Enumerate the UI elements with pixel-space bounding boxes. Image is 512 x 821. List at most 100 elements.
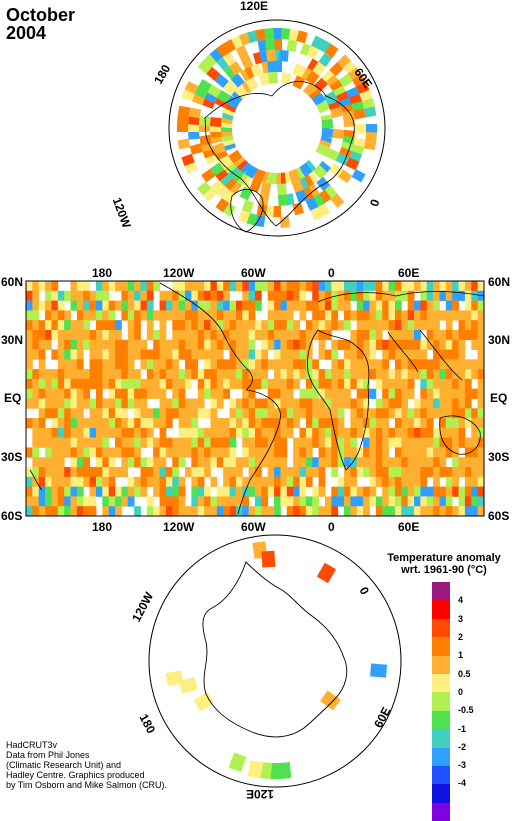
north-polar-map bbox=[168, 19, 386, 237]
anomaly-cell bbox=[153, 506, 160, 516]
anomaly-cell bbox=[38, 476, 46, 488]
anomaly-cell bbox=[356, 300, 364, 311]
anomaly-cell bbox=[26, 320, 33, 331]
anomaly-cell bbox=[197, 59, 213, 74]
anomaly-cell bbox=[426, 418, 434, 429]
anomaly-cell bbox=[159, 418, 167, 429]
anomaly-cell bbox=[57, 506, 65, 516]
anomaly-cell bbox=[267, 329, 275, 341]
anomaly-cell bbox=[178, 339, 186, 350]
anomaly-cell bbox=[401, 329, 409, 341]
anomaly-cell bbox=[363, 300, 370, 311]
anomaly-cell bbox=[185, 447, 192, 458]
anomaly-cell bbox=[185, 310, 192, 321]
anomaly-cell bbox=[394, 290, 402, 301]
anomaly-cell bbox=[102, 398, 110, 409]
anomaly-cell bbox=[401, 437, 409, 448]
anomaly-cell bbox=[223, 300, 230, 311]
anomaly-cell bbox=[331, 281, 339, 292]
anomaly-cell bbox=[159, 329, 167, 341]
anomaly-cell bbox=[305, 427, 313, 439]
anomaly-cell bbox=[127, 300, 135, 311]
anomaly-cell bbox=[439, 398, 447, 409]
anomaly-cell bbox=[140, 359, 148, 370]
anomaly-cell bbox=[45, 467, 52, 478]
anomaly-cell bbox=[293, 486, 300, 497]
anomaly-cell bbox=[38, 496, 46, 507]
anomaly-cell bbox=[388, 506, 396, 516]
anomaly-cell bbox=[356, 310, 364, 321]
anomaly-cell bbox=[178, 310, 186, 321]
anomaly-cell bbox=[235, 427, 243, 439]
anomaly-cell bbox=[45, 506, 52, 516]
anomaly-cell bbox=[312, 418, 320, 429]
anomaly-cell bbox=[189, 143, 203, 155]
anomaly-cell bbox=[439, 457, 447, 468]
anomaly-cell bbox=[242, 369, 250, 380]
anomaly-cell bbox=[286, 281, 294, 292]
anomaly-cell bbox=[108, 447, 116, 458]
anomaly-cell bbox=[439, 486, 447, 497]
anomaly-cell bbox=[214, 74, 229, 88]
anomaly-cell bbox=[248, 457, 256, 468]
anomaly-cell bbox=[344, 320, 351, 331]
anomaly-cell bbox=[172, 300, 180, 311]
anomaly-cell bbox=[299, 486, 307, 497]
anomaly-cell bbox=[286, 320, 294, 331]
anomaly-cell bbox=[255, 447, 262, 458]
anomaly-cell bbox=[51, 506, 59, 516]
anomaly-cell bbox=[286, 310, 294, 321]
anomaly-cell bbox=[426, 467, 434, 478]
anomaly-cell bbox=[83, 329, 91, 341]
anomaly-cell bbox=[95, 378, 103, 390]
anomaly-cell bbox=[477, 378, 484, 390]
anomaly-cell bbox=[89, 437, 97, 448]
anomaly-cell bbox=[127, 329, 135, 341]
anomaly-cell bbox=[223, 359, 230, 370]
anomaly-cell bbox=[229, 359, 237, 370]
antarctica-coastline bbox=[202, 561, 348, 738]
anomaly-cell bbox=[146, 281, 154, 292]
anomaly-cell bbox=[458, 467, 466, 478]
anomaly-cell bbox=[407, 447, 415, 458]
anomaly-cell bbox=[159, 476, 167, 488]
anomaly-cell bbox=[477, 476, 484, 488]
anomaly-cell bbox=[445, 398, 453, 409]
anomaly-cell bbox=[204, 457, 211, 468]
anomaly-cell bbox=[293, 408, 300, 419]
anomaly-cell bbox=[445, 281, 453, 292]
anomaly-cell bbox=[324, 457, 332, 468]
anomaly-cell bbox=[121, 290, 129, 301]
anomaly-cell bbox=[426, 329, 434, 341]
anomaly-cell bbox=[318, 39, 332, 54]
anomaly-cell bbox=[445, 378, 453, 390]
anomaly-cell bbox=[64, 496, 71, 507]
legend-swatch bbox=[432, 710, 450, 730]
anomaly-cell bbox=[452, 349, 459, 360]
anomaly-cell bbox=[255, 418, 262, 429]
anomaly-cell bbox=[342, 60, 357, 75]
anomaly-cell bbox=[382, 437, 389, 448]
anomaly-cell bbox=[356, 281, 364, 292]
lat-label-right-60n: 60N bbox=[488, 275, 511, 289]
anomaly-cell bbox=[45, 329, 52, 341]
anomaly-cell bbox=[32, 476, 40, 488]
legend-tick: 2 bbox=[458, 632, 464, 642]
anomaly-cell bbox=[134, 437, 141, 448]
anomaly-cell bbox=[197, 369, 205, 380]
anomaly-cell bbox=[350, 398, 358, 409]
anomaly-cell bbox=[121, 339, 129, 350]
anomaly-cell bbox=[382, 359, 389, 370]
anomaly-cell bbox=[115, 281, 122, 292]
anomaly-cell bbox=[177, 123, 188, 132]
anomaly-cell bbox=[420, 467, 428, 478]
anomaly-cell bbox=[185, 369, 192, 380]
anomaly-cell bbox=[102, 281, 110, 292]
anomaly-cell bbox=[207, 84, 222, 98]
anomaly-cell bbox=[32, 329, 40, 341]
anomaly-cell bbox=[363, 447, 370, 458]
anomaly-cell bbox=[228, 149, 243, 164]
anomaly-cell bbox=[394, 359, 402, 370]
anomaly-cell bbox=[292, 75, 306, 90]
anomaly-cell bbox=[420, 349, 428, 360]
